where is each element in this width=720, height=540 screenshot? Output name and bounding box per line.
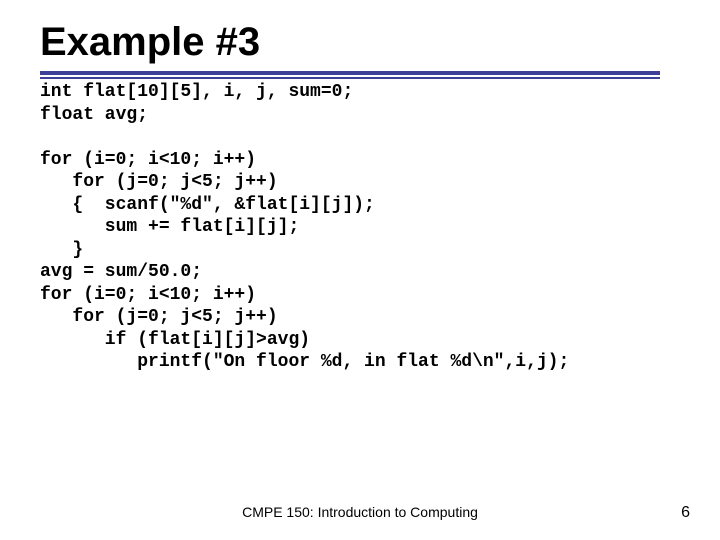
rule-thin <box>40 77 660 79</box>
slide-title: Example #3 <box>40 20 680 65</box>
footer-page-number: 6 <box>681 504 690 522</box>
footer-course: CMPE 150: Introduction to Computing <box>242 504 478 520</box>
footer: CMPE 150: Introduction to Computing <box>0 504 720 522</box>
slide: Example #3 int flat[10][5], i, j, sum=0;… <box>0 0 720 540</box>
code-block: int flat[10][5], i, j, sum=0; float avg;… <box>40 81 680 374</box>
rule-thick <box>40 71 660 75</box>
